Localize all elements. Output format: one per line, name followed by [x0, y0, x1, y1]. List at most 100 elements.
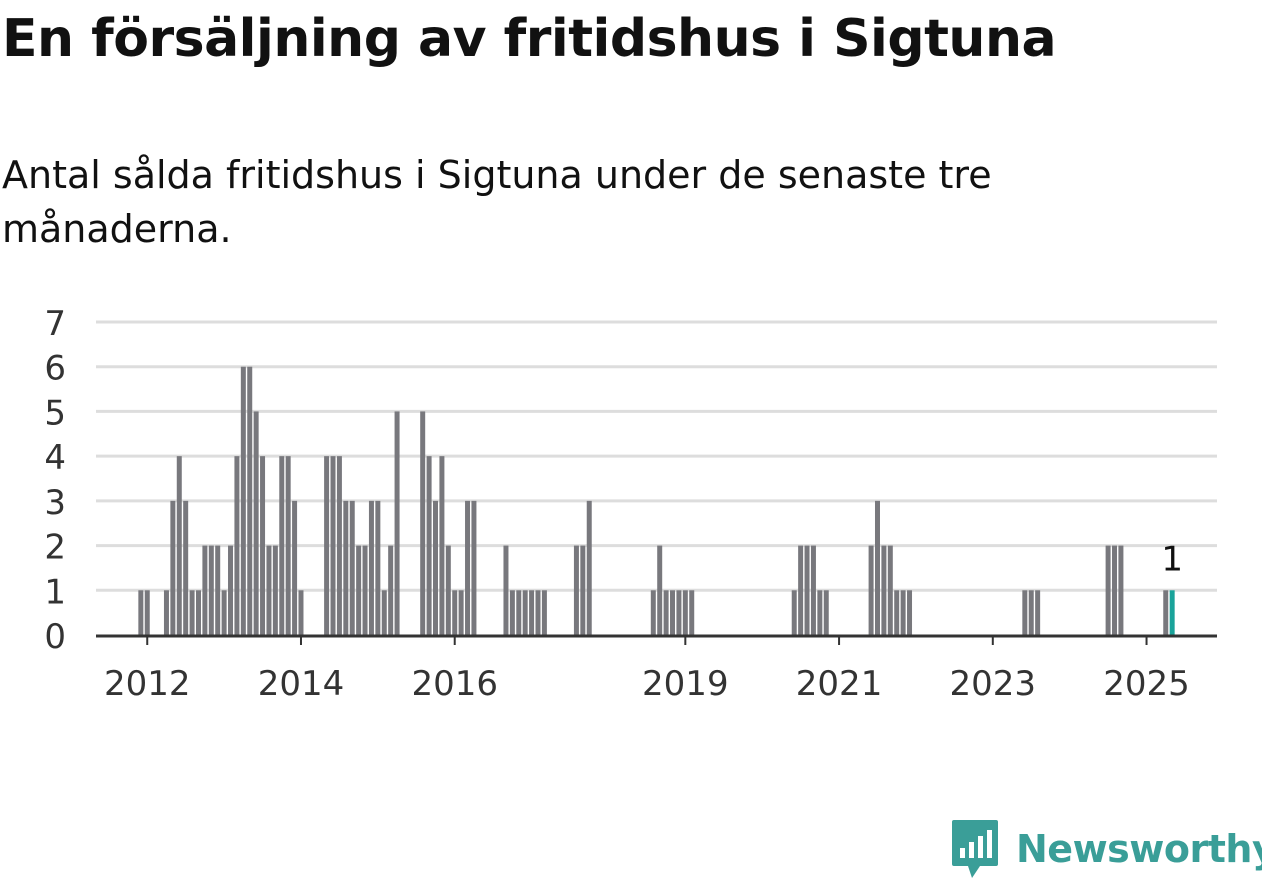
bar	[586, 500, 592, 635]
bar	[272, 545, 278, 635]
bar	[439, 456, 445, 635]
x-tick-label: 2023	[950, 664, 1037, 704]
bar	[823, 590, 829, 635]
x-tick-label: 2025	[1103, 664, 1190, 704]
y-tick-label: 0	[44, 617, 66, 657]
bar	[798, 545, 804, 635]
y-tick-label: 6	[44, 349, 66, 389]
bar	[503, 545, 509, 635]
bar	[279, 456, 285, 635]
bar	[791, 590, 797, 635]
bar	[349, 500, 355, 635]
bar	[663, 590, 669, 635]
bar	[362, 545, 368, 635]
chart-subtitle: Antal sålda fritidshus i Sigtuna under d…	[2, 153, 992, 251]
bar	[657, 545, 663, 635]
y-tick-label: 7	[44, 304, 66, 344]
bar	[1105, 545, 1111, 635]
bar	[221, 590, 227, 635]
bar	[240, 366, 246, 635]
bar	[650, 590, 656, 635]
bar	[907, 590, 913, 635]
bar	[516, 590, 522, 635]
bar	[682, 590, 688, 635]
bar	[375, 500, 381, 635]
y-tick-label: 2	[44, 528, 66, 568]
bar	[343, 500, 349, 635]
bar	[452, 590, 458, 635]
bar	[868, 545, 874, 635]
bar	[471, 500, 477, 635]
bar	[433, 500, 439, 635]
bar	[228, 545, 234, 635]
bar	[874, 500, 880, 635]
bar	[234, 456, 240, 635]
bar	[426, 456, 432, 635]
bar	[1118, 545, 1124, 635]
bar	[535, 590, 541, 635]
bar	[1028, 590, 1034, 635]
bar	[215, 545, 221, 635]
bar	[336, 456, 342, 635]
bar	[894, 590, 900, 635]
x-tick-label: 2014	[258, 664, 345, 704]
bar	[580, 545, 586, 635]
bar	[817, 590, 823, 635]
bar	[163, 590, 169, 635]
y-tick-label: 4	[44, 438, 66, 478]
bar	[689, 590, 695, 635]
bar	[1112, 545, 1118, 635]
bar	[324, 456, 330, 635]
x-axis-ticks: 2012 2014 2016 2019 2021 2023 2025	[104, 636, 1190, 704]
bar	[1035, 590, 1041, 635]
bar	[394, 411, 400, 635]
bar	[298, 590, 304, 635]
bar	[292, 500, 298, 635]
bar	[445, 545, 451, 635]
bar	[420, 411, 426, 635]
bar	[170, 500, 176, 635]
bar	[1169, 590, 1175, 635]
bar	[247, 366, 253, 635]
value-label: 1	[1161, 539, 1183, 579]
bar	[810, 545, 816, 635]
bar-chart-chat-icon	[952, 820, 998, 878]
bar	[573, 545, 579, 635]
x-tick-label: 2016	[411, 664, 498, 704]
y-tick-label: 5	[44, 393, 66, 433]
bar	[670, 590, 676, 635]
bar	[804, 545, 810, 635]
bar	[195, 590, 201, 635]
bar	[356, 545, 362, 635]
x-tick-label: 2012	[104, 664, 191, 704]
y-tick-label: 3	[44, 483, 66, 523]
bar	[381, 590, 387, 635]
newsworthy-logo: Newsworthy	[950, 818, 1262, 880]
bar	[522, 590, 528, 635]
bar	[887, 545, 893, 635]
bar	[1022, 590, 1028, 635]
logo-text: Newsworthy	[1016, 827, 1262, 871]
bar	[458, 590, 464, 635]
bar	[368, 500, 374, 635]
x-tick-label: 2021	[796, 664, 883, 704]
bar	[253, 411, 259, 635]
bar	[176, 456, 182, 635]
y-tick-label: 1	[44, 572, 66, 612]
bar	[465, 500, 471, 635]
bar	[266, 545, 272, 635]
x-tick-label: 2019	[642, 664, 729, 704]
bar	[676, 590, 682, 635]
bar	[138, 590, 144, 635]
bar	[881, 545, 887, 635]
bar	[260, 456, 266, 635]
bar	[183, 500, 189, 635]
chart-title: En försäljning av fritidshus i Sigtuna	[2, 9, 1057, 69]
bar	[1163, 590, 1169, 635]
bar	[529, 590, 535, 635]
bar	[285, 456, 291, 635]
bar	[900, 590, 906, 635]
bar	[202, 545, 208, 635]
